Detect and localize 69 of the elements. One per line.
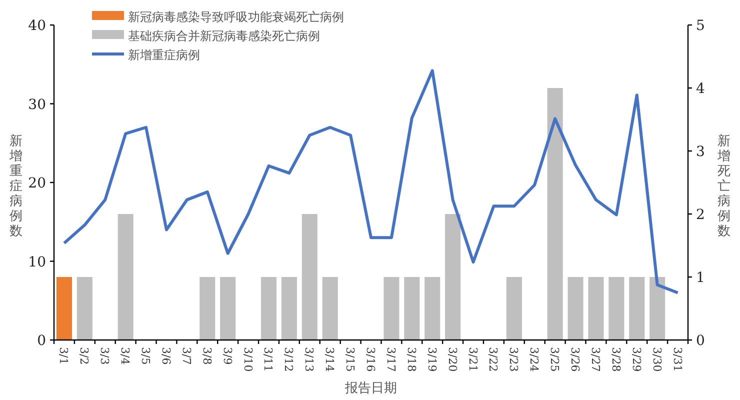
bar [608, 277, 624, 340]
x-tick-label: 3/30 [650, 347, 664, 372]
y2-tick-label: 4 [696, 81, 705, 97]
y-axis-title: 新增重症病例数 [8, 134, 22, 239]
x-tick-label: 3/16 [364, 347, 377, 372]
y2-tick-label: 5 [696, 18, 705, 34]
x-tick-label: 3/1 [57, 347, 70, 365]
bar [568, 277, 584, 340]
x-tick-label: 3/19 [425, 347, 438, 372]
bar [445, 214, 461, 340]
x-tick-label: 3/18 [404, 347, 418, 372]
x-tick-label: 3/13 [302, 347, 316, 372]
x-tick-label: 3/12 [282, 347, 296, 372]
x-tick-label: 3/31 [670, 347, 684, 372]
y2-tick-label: 1 [696, 270, 705, 286]
x-tick-label: 3/26 [568, 347, 582, 372]
y-tick-label: 0 [37, 333, 46, 349]
y-tick-label: 30 [28, 96, 46, 113]
bar [260, 277, 277, 340]
bar [506, 277, 522, 340]
x-tick-label: 3/20 [446, 347, 459, 372]
x-tick-label: 3/3 [98, 347, 112, 365]
bar [200, 277, 216, 340]
y-tick-label: 40 [28, 18, 46, 34]
legend-label: 基础疾病合并新冠病毒感染死亡病例 [128, 29, 320, 43]
x-axis-title: 报告日期 [344, 381, 397, 396]
bar [650, 277, 666, 340]
x-tick-label: 3/25 [548, 347, 562, 372]
x-tick-label: 3/11 [262, 347, 275, 372]
x-tick-label: 3/29 [630, 347, 643, 372]
x-tick-label: 3/10 [241, 347, 254, 372]
bar [384, 277, 400, 340]
x-tick-label: 3/9 [220, 347, 234, 365]
y2-tick-label: 2 [696, 207, 705, 223]
x-tick-label: 3/23 [507, 347, 520, 372]
x-tick-label: 3/21 [466, 347, 480, 372]
x-tick-label: 3/28 [609, 347, 622, 372]
x-tick-label: 3/8 [200, 347, 214, 365]
bar [322, 277, 338, 340]
y2-tick-label: 3 [696, 144, 705, 160]
legend-label: 新冠病毒感染导致呼吸功能衰竭死亡病例 [128, 10, 344, 24]
x-tick-label: 3/6 [159, 347, 172, 365]
x-tick-label: 3/27 [588, 347, 602, 372]
bar [220, 277, 236, 340]
bar [424, 277, 440, 340]
x-tick-label: 3/24 [528, 347, 541, 372]
bar [56, 277, 72, 340]
bar [76, 277, 92, 340]
y2-tick-label: 0 [696, 333, 705, 349]
x-tick-label: 3/4 [118, 347, 132, 365]
x-tick-label: 3/22 [486, 347, 500, 372]
bar [547, 88, 563, 340]
x-tick-label: 3/7 [180, 347, 193, 365]
y2-axis-title: 新增死亡病例数 [716, 134, 730, 239]
bar [629, 277, 645, 340]
x-tick-label: 3/15 [344, 347, 357, 372]
y-tick-label: 20 [28, 176, 46, 192]
bar [404, 277, 420, 340]
x-tick-label: 3/5 [139, 347, 152, 365]
x-tick-label: 3/17 [384, 347, 398, 372]
bar [118, 214, 134, 340]
bar [588, 277, 604, 340]
y-tick-label: 10 [28, 254, 46, 270]
bar [281, 277, 297, 340]
x-tick-label: 3/2 [78, 347, 91, 365]
x-tick-label: 3/14 [323, 347, 336, 372]
legend-label: 新增重症病例 [128, 48, 200, 62]
bar [302, 214, 318, 340]
line-series [62, 69, 680, 294]
